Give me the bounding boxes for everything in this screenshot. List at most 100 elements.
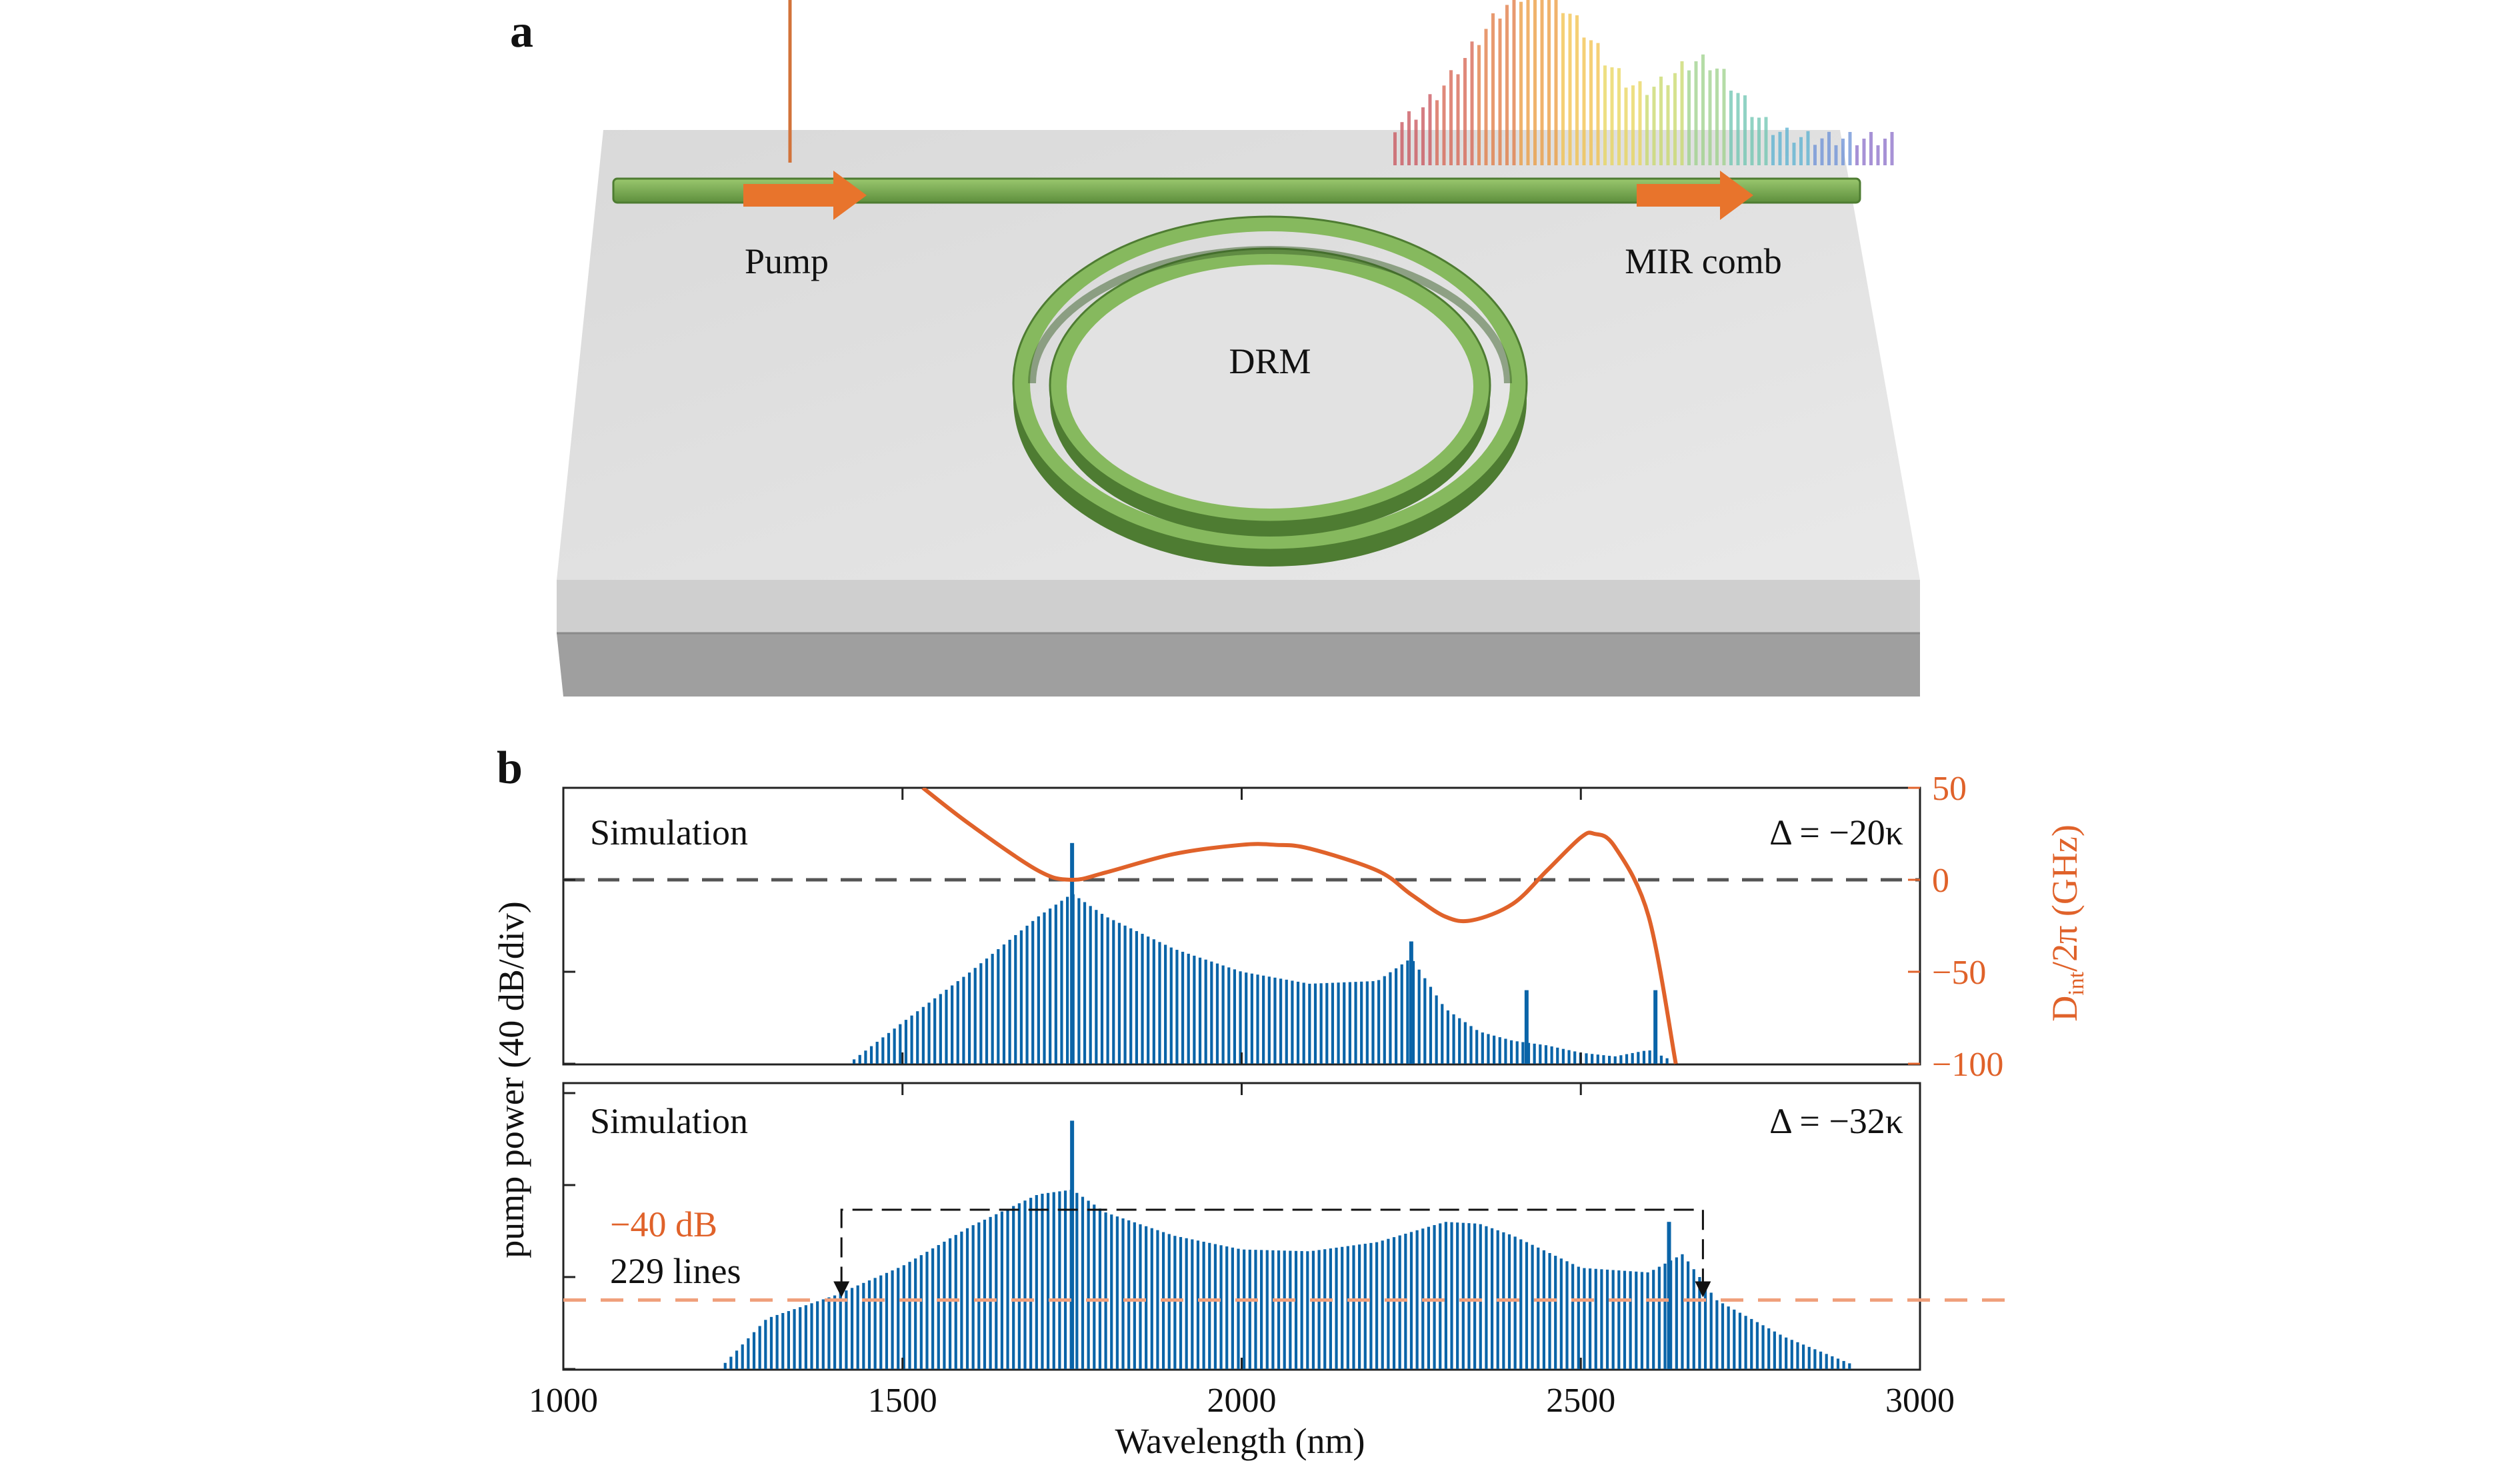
comb-tooth: [1694, 61, 1698, 165]
comb-tooth: [1435, 100, 1439, 165]
top-detuning: Δ = −20κ: [1769, 812, 1903, 852]
comb-tooth: [1645, 95, 1649, 165]
spectrum-line: [1487, 1034, 1490, 1064]
comb-tooth: [1596, 43, 1600, 165]
spectrum-line: [960, 1231, 963, 1369]
spectrum-line: [1173, 1236, 1177, 1369]
spectrum-line: [1456, 1222, 1459, 1369]
spectrum-line: [937, 1244, 940, 1369]
spectrum-line: [735, 1350, 739, 1369]
comb-tooth: [1484, 29, 1488, 165]
spectrum-line: [1463, 1022, 1467, 1064]
spectrum-line: [1083, 902, 1087, 1064]
spectrum-line: [1611, 1270, 1615, 1369]
spectrum-line: [1225, 1246, 1229, 1369]
spectrum-line: [1273, 977, 1277, 1064]
spectrum-line: [1533, 1043, 1536, 1064]
spectrum-line: [1329, 1248, 1332, 1369]
spectrum-line: [1525, 1242, 1529, 1369]
spectrum-line: [939, 994, 942, 1064]
spectrum-line: [852, 1059, 856, 1064]
chip-upper-layer: [557, 580, 1920, 633]
spectrum-line: [1254, 1250, 1257, 1369]
spectrum-line: [1208, 1242, 1211, 1369]
spectrum-line: [1767, 1328, 1771, 1369]
x-tick-label: 3000: [1885, 1382, 1955, 1420]
spectrum-line: [1089, 906, 1092, 1064]
comb-arrow: [1637, 171, 1753, 220]
spectrum-line: [1279, 978, 1283, 1064]
spectrum-line: [891, 1270, 894, 1369]
comb-tooth: [1764, 117, 1768, 165]
spectrum-line: [1629, 1271, 1632, 1369]
spectrum-line: [1561, 1048, 1565, 1064]
comb-tooth: [1547, 0, 1551, 165]
spectrum-line: [1409, 1232, 1413, 1369]
comb-tooth: [1848, 131, 1852, 165]
spectrum-line: [1175, 950, 1179, 1064]
spectrum-line: [1721, 1303, 1725, 1369]
spectrum-line: [1237, 1248, 1240, 1369]
spectrum-line: [1473, 1223, 1477, 1369]
spectrum-line: [1625, 1054, 1629, 1064]
spectrum-line: [1727, 1306, 1730, 1369]
spectrum-line: [1245, 972, 1248, 1064]
spectrum-line: [1008, 939, 1011, 1064]
spectrum-line: [1133, 1222, 1136, 1369]
spectrum-line: [752, 1332, 756, 1369]
right-tick-label: 0: [1932, 862, 1949, 900]
comb-tooth: [1841, 138, 1845, 165]
spectrum-line: [1703, 1284, 1707, 1369]
spectrum-line: [1106, 917, 1109, 1064]
spectrum-line: [1219, 1245, 1223, 1369]
spectrum-line: [1617, 1270, 1621, 1369]
spectrum-line: [1567, 1050, 1571, 1064]
spectrum-line: [1100, 914, 1104, 1064]
spectrum-line: [1461, 1222, 1465, 1369]
spectrum-line: [1213, 1244, 1217, 1369]
comb-tooth: [1491, 13, 1495, 166]
spectrum-line: [1181, 951, 1185, 1064]
comb-tooth: [1428, 94, 1432, 165]
comb-tooth: [1393, 132, 1397, 165]
comb-tooth: [1498, 18, 1502, 166]
spectrum-line: [1631, 1052, 1634, 1064]
spectrum-line: [1283, 1250, 1286, 1369]
spectrum-line: [914, 1258, 917, 1369]
spectrum-line: [927, 1002, 931, 1064]
panel-b-letter: b: [497, 742, 523, 794]
x-axis-label: Wavelength (nm): [1115, 1421, 1365, 1461]
spectrum-line: [1049, 908, 1052, 1064]
spectrum-line: [1265, 1250, 1269, 1369]
spectrum-line: [1193, 955, 1196, 1064]
spectrum-line: [1041, 1193, 1044, 1369]
spectrum-line: [1819, 1351, 1823, 1369]
spectrum-line: [1640, 1272, 1644, 1369]
spectrum-line: [741, 1344, 744, 1369]
comb-tooth: [1883, 138, 1887, 165]
spectrum-line: [1233, 969, 1237, 1064]
spectrum-line: [931, 1248, 935, 1369]
comb-tooth: [1421, 107, 1425, 165]
spectrum-line: [1371, 981, 1375, 1064]
spectrum-line: [1521, 1042, 1525, 1064]
spectrum-line: [1031, 920, 1035, 1064]
spectrum-line: [1509, 1040, 1513, 1064]
spectrum-line: [902, 1265, 905, 1369]
spectrum-line: [1642, 1050, 1646, 1064]
spectrum-line: [1285, 979, 1288, 1064]
spectrum-line: [1060, 900, 1063, 1064]
panel-a-letter: a: [510, 6, 533, 57]
spectrum-line: [1098, 1208, 1102, 1369]
spectrum-line: [1017, 1203, 1021, 1369]
spectrum-line: [1348, 982, 1351, 1064]
spectrum-line: [1550, 1046, 1553, 1064]
spectrum-line: [1147, 936, 1150, 1064]
spectrum-line: [1738, 1312, 1742, 1369]
comb-tooth: [1407, 111, 1411, 165]
spectrum-line: [1813, 1349, 1817, 1369]
spectrum-line: [1025, 925, 1029, 1064]
spectrum-line: [1398, 1235, 1401, 1369]
bottom-annotation: Simulation: [590, 1101, 748, 1141]
